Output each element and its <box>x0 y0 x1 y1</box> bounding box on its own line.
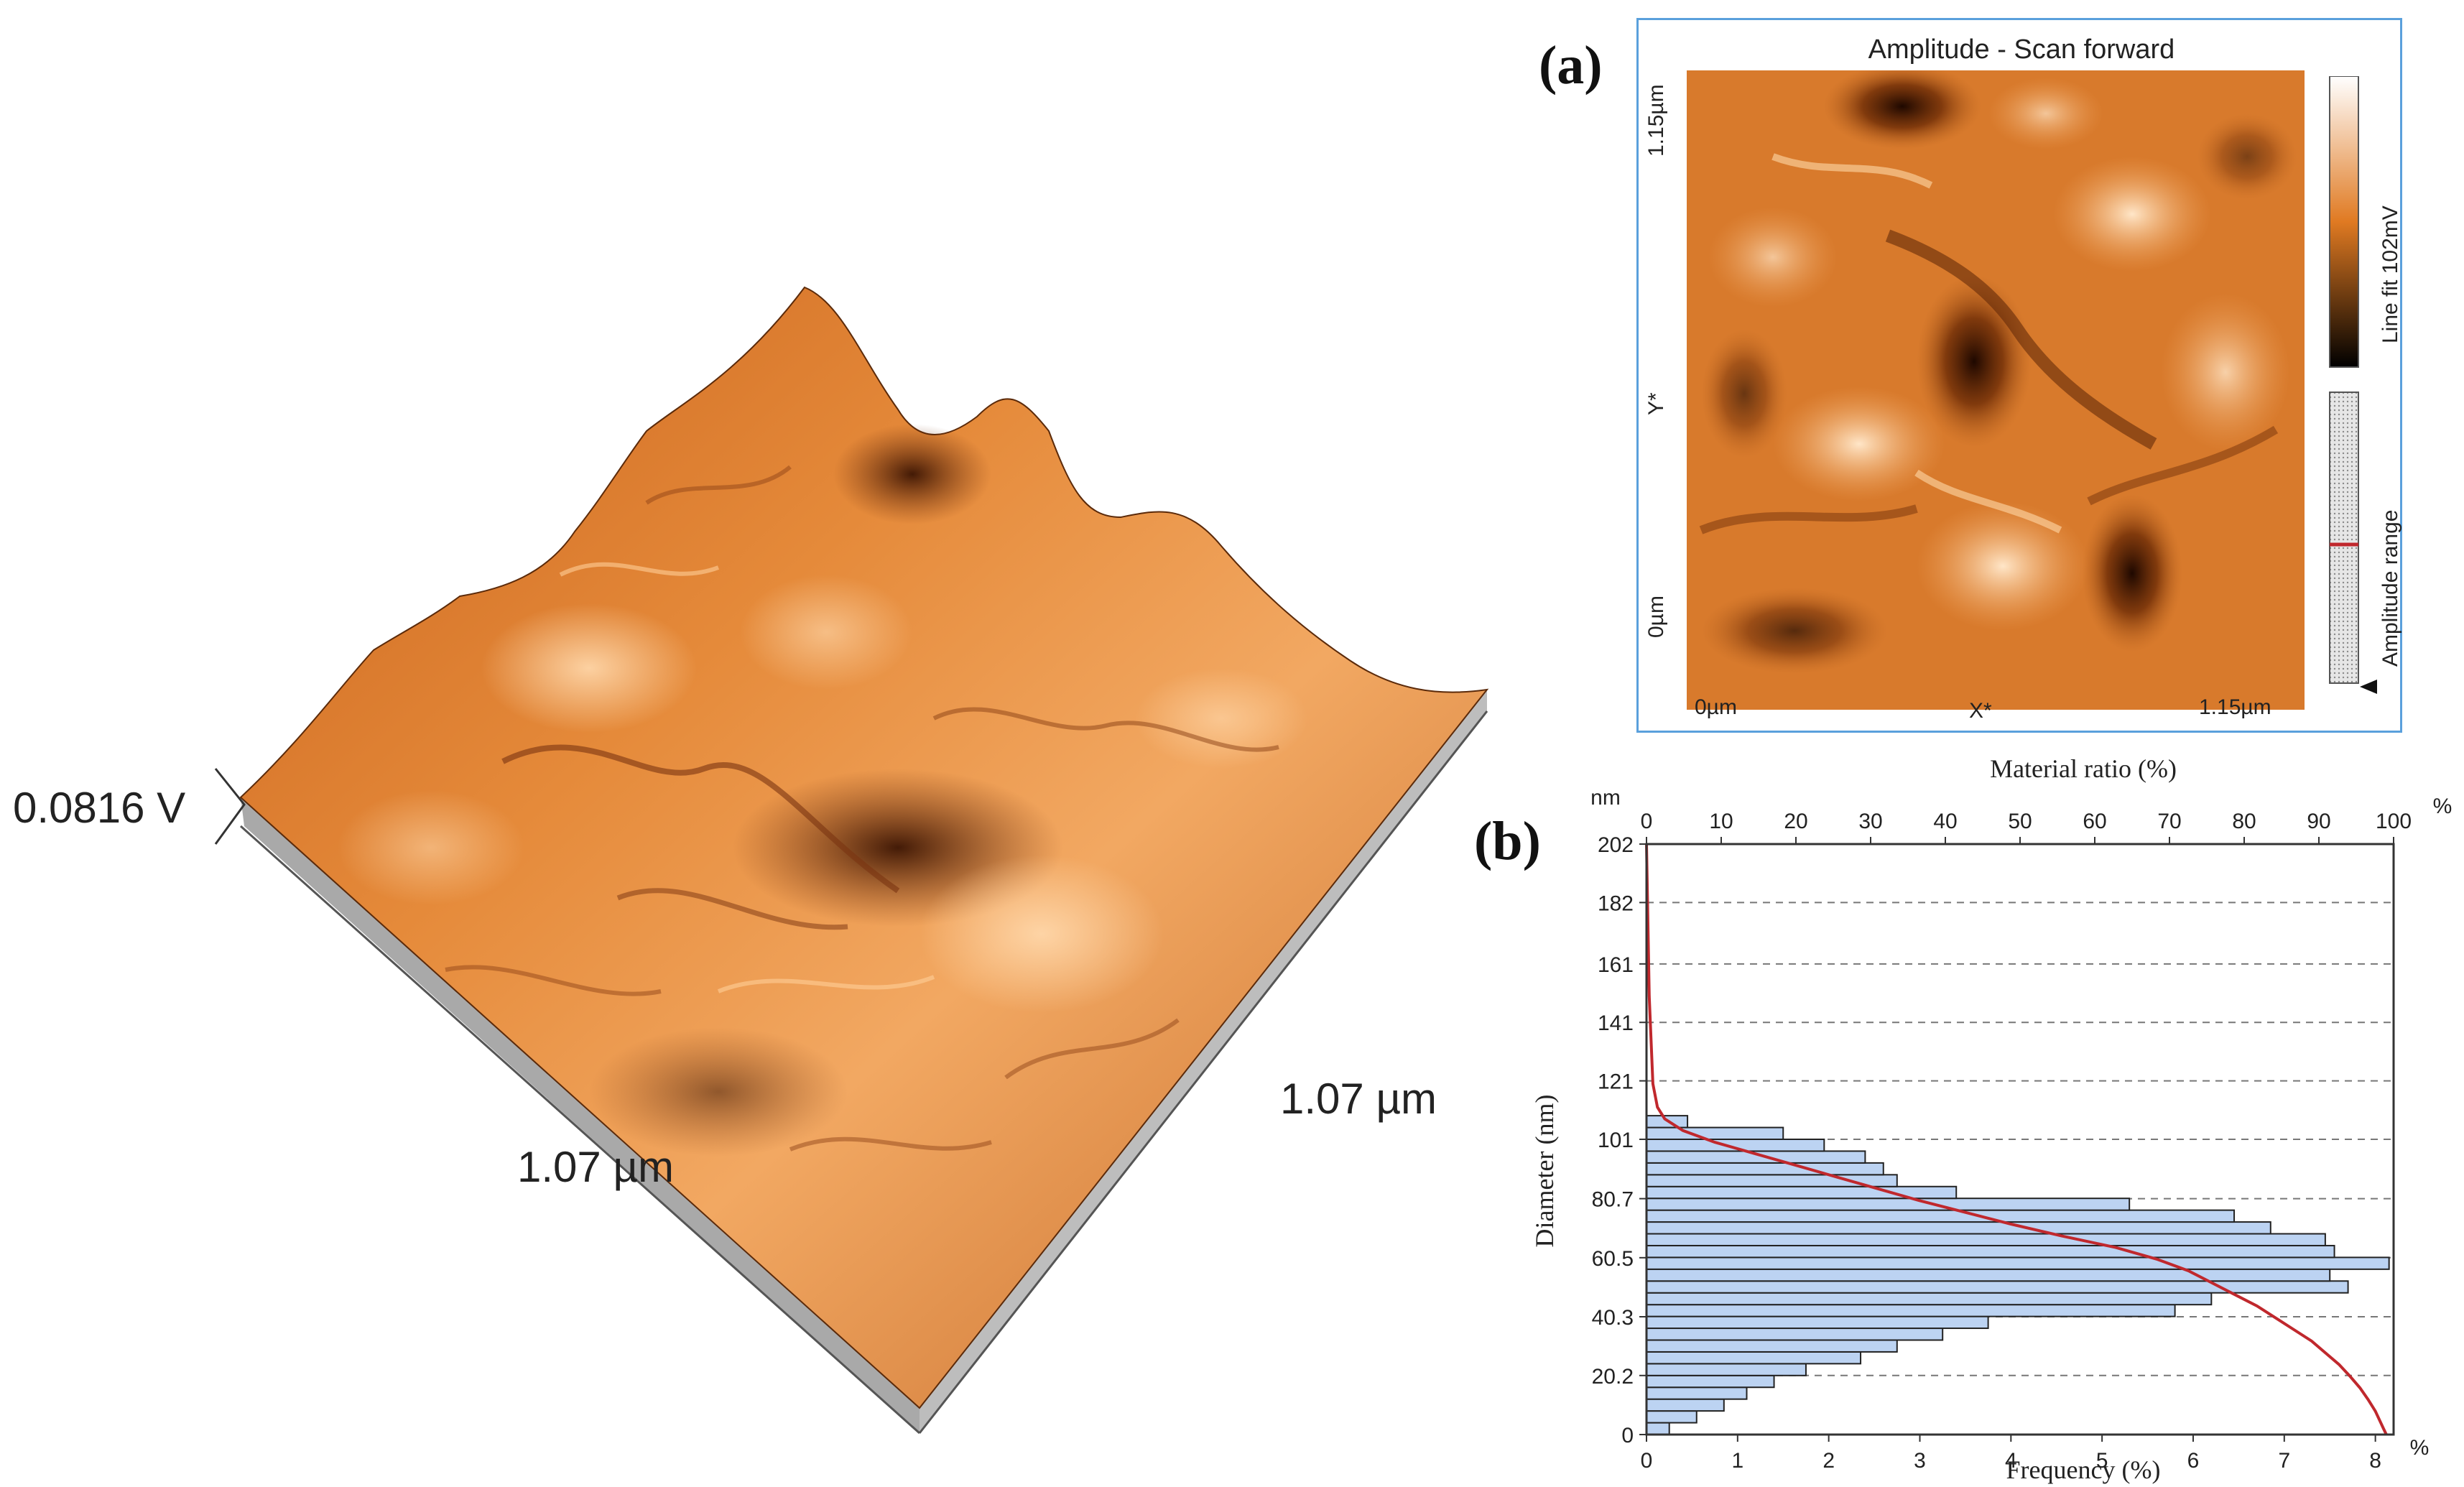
afm-texture <box>1699 70 2297 674</box>
x-tick-label: 7 <box>2278 1449 2290 1473</box>
y-tick-label: 182 <box>1598 891 1634 915</box>
bars <box>1646 1115 2390 1435</box>
histogram-bar <box>1646 1315 1989 1330</box>
histogram-bar <box>1646 1363 1807 1376</box>
y-tick-label: 40.3 <box>1592 1306 1634 1330</box>
top-tick-label: 10 <box>1709 810 1733 833</box>
top-tick-label: 30 <box>1858 810 1882 833</box>
histogram-bar <box>1646 1292 2213 1306</box>
afm-x-max: 1.15µm <box>2199 695 2271 719</box>
histogram-bar <box>1646 1280 2349 1294</box>
x-ticks: 0 1 2 3 4 5 6 7 8 <box>1641 1435 2381 1473</box>
top-tick-label: 20 <box>1784 810 1807 833</box>
top-tick-label: 100 <box>2376 810 2412 833</box>
histogram-bar <box>1646 1256 2390 1270</box>
top-tick-label: 80 <box>2232 810 2256 833</box>
x-tick-label: 0 <box>1641 1449 1653 1473</box>
x-tick-label: 4 <box>2005 1449 2017 1473</box>
y-tick-label: 121 <box>1598 1070 1634 1094</box>
y-tick-label: 20.2 <box>1592 1365 1634 1389</box>
histogram-bar <box>1646 1221 2271 1235</box>
panel-b-label: (b) <box>1474 811 1541 871</box>
y-axis-title: Diameter (nm) <box>1530 1095 1559 1248</box>
z-axis-label: 0.0816 V <box>13 784 186 832</box>
y-unit-label: nm <box>1590 786 1621 810</box>
y-axis-label: 1.07 µm <box>1280 1075 1437 1123</box>
histogram-bar <box>1646 1304 2176 1317</box>
surface-side-left <box>241 797 920 1433</box>
afm-image <box>1687 70 2305 710</box>
histogram-bar <box>1646 1339 1898 1353</box>
range-label: Amplitude range <box>2379 509 2402 667</box>
x-tick-label: 6 <box>2187 1449 2200 1473</box>
histogram-bar <box>1646 1233 2326 1246</box>
y-tick-label: 161 <box>1598 953 1634 977</box>
afm-image-panel: Amplitude - Scan forward <box>1636 18 2402 733</box>
histogram-bar <box>1646 1422 1670 1435</box>
x-tick-label: 2 <box>1822 1449 1835 1473</box>
histogram-bar <box>1646 1126 1784 1140</box>
histogram-bar <box>1646 1398 1725 1412</box>
y-ticks: 0 20.2 40.3 60.5 80.7 101 121 141 161 182 202 <box>1592 833 1646 1447</box>
top-tick-label: 40 <box>1933 810 1957 833</box>
histogram-bar <box>1646 1244 2335 1259</box>
x-axis-label: 1.07 µm <box>517 1143 674 1191</box>
afm-x-min: 0µm <box>1695 695 1737 719</box>
z-axis-mark <box>214 768 246 845</box>
histogram-bar <box>1646 1410 1698 1424</box>
top-tick-label: 70 <box>2157 810 2181 833</box>
top-axis-title: Material ratio (%) <box>1990 754 2177 783</box>
panel-a-label: (a) <box>1539 35 1603 96</box>
surface-side-right <box>920 690 1487 1433</box>
afm-3d-surface <box>214 286 1489 1435</box>
histogram-bar <box>1646 1162 1884 1176</box>
afm-x-axis-label: X* <box>1969 699 1992 723</box>
top-tick-label: 60 <box>2083 810 2106 833</box>
x-unit-label: % <box>2410 1436 2430 1460</box>
material-ratio-curve <box>1645 843 2388 1435</box>
histogram-bar <box>1646 1351 1862 1365</box>
top-unit-label: % <box>2433 795 2453 818</box>
y-tick-label: 202 <box>1598 833 1634 857</box>
top-tick-label: 50 <box>2008 810 2032 833</box>
histogram-bar <box>1646 1374 1775 1389</box>
histogram-bar <box>1646 1209 2236 1223</box>
histogram-bar <box>1646 1328 1944 1341</box>
y-tick-label: 80.7 <box>1592 1188 1634 1212</box>
y-tick-label: 101 <box>1598 1129 1634 1152</box>
top-tick-label: 0 <box>1641 810 1653 833</box>
histogram-bar <box>1646 1386 1748 1400</box>
y-tick-label: 141 <box>1598 1011 1634 1035</box>
top-tick-label: 90 <box>2307 810 2330 833</box>
afm-y-min: 0µm <box>1644 596 1668 638</box>
x-tick-label: 3 <box>1914 1449 1926 1473</box>
x-tick-label: 1 <box>1731 1449 1743 1473</box>
range-marker-icon <box>2360 680 2377 694</box>
afm-title: Amplitude - Scan forward <box>1868 34 2175 65</box>
histogram-bar <box>1646 1198 2131 1211</box>
surface-texture <box>338 424 1307 1157</box>
diameter-histogram: 0 20.2 40.3 60.5 80.7 101 121 141 161 182 202 0 1 2 3… <box>1530 754 2453 1484</box>
colorbar-label: Line fit 102mV <box>2379 205 2402 343</box>
afm-colorbar <box>2329 76 2377 694</box>
histogram-bar <box>1646 1268 2331 1282</box>
afm-y-axis-label: Y* <box>1644 392 1668 415</box>
x-tick-label: 8 <box>2369 1449 2381 1473</box>
y-tick-label: 60.5 <box>1592 1247 1634 1271</box>
x-axis-title: Frequency (%) <box>2006 1455 2161 1484</box>
x-tick-label: 5 <box>2096 1449 2108 1473</box>
afm-y-max: 1.15µm <box>1644 84 1668 157</box>
y-tick-label: 0 <box>1621 1424 1634 1447</box>
top-x-ticks: 0 10 20 30 40 50 60 70 80 90 100 <box>1641 810 2412 844</box>
